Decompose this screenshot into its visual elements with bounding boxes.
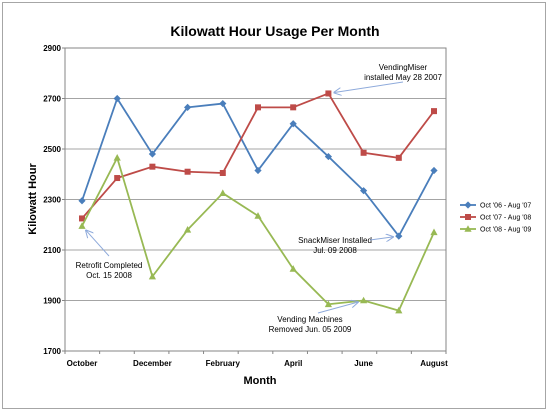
axes: 1700 1900 2100 2300 2500 2700 2900 October Decem… [43, 44, 448, 368]
data-point [113, 154, 121, 161]
data-point [255, 104, 261, 111]
y-axis-title: Kilowatt Hour [27, 163, 39, 235]
x-tick-label: February [206, 359, 241, 368]
data-point [254, 212, 262, 219]
x-tick-label: April [284, 359, 302, 368]
annotation-text: Jul. 09 2008 [313, 246, 357, 255]
series-3 [78, 154, 438, 314]
data-point [78, 197, 86, 205]
data-point [289, 120, 297, 128]
annotation-text: SnackMiser Installed [298, 236, 372, 245]
legend-marker [464, 201, 472, 209]
x-tick-label: August [420, 359, 448, 368]
data-point [184, 168, 191, 175]
data-point [325, 90, 332, 97]
data-point [78, 222, 86, 229]
data-point [289, 265, 297, 272]
gridlines [65, 98, 446, 301]
y-tick-label: 2700 [43, 95, 61, 104]
annotation-text: Retrofit Completed [76, 261, 143, 270]
chart-title: Kilowatt Hour Usage Per Month [170, 23, 379, 39]
data-point [324, 300, 332, 308]
data-point [395, 154, 402, 161]
series-line [81, 156, 435, 312]
series-1 [78, 94, 438, 240]
series-2 [79, 90, 437, 222]
x-tick-label: October [67, 359, 98, 368]
data-point [219, 99, 227, 108]
annotation-text: Oct. 15 2008 [86, 271, 132, 280]
data-point [430, 228, 438, 236]
data-point [324, 152, 332, 161]
legend-entry-1: Oct '06 - Aug '07 [460, 201, 531, 210]
legend-label: Oct '08 - Aug '09 [480, 227, 531, 234]
annotation-text: installed May 28 2007 [364, 73, 442, 82]
y-tick-label: 2300 [43, 196, 61, 205]
y-tick-label: 2100 [43, 246, 61, 255]
legend-entry-3: Oct '08 - Aug '09 [460, 225, 531, 234]
data-point [148, 272, 156, 280]
annotation-text: VendingMiser [379, 63, 428, 72]
data-point [360, 149, 367, 156]
x-tick-label: December [133, 359, 172, 368]
data-point [219, 169, 226, 176]
data-point [184, 226, 192, 233]
y-tick-label: 1900 [43, 297, 61, 306]
data-point [149, 163, 156, 170]
data-point [114, 175, 121, 182]
legend-label: Oct '07 - Aug '08 [480, 215, 531, 222]
annotation-arrow [317, 302, 358, 314]
annotation-text: Vending Machines [277, 315, 342, 324]
annotation-arrow [334, 81, 404, 93]
y-tick-label: 2500 [43, 145, 61, 154]
data-point [219, 189, 227, 196]
x-tick-label: June [354, 359, 373, 368]
data-point [431, 108, 437, 115]
legend: Oct '06 - Aug '07 Oct '07 - Aug '08 Oct '0… [460, 201, 531, 234]
annotation-arrow [86, 230, 110, 257]
y-tick-label: 1700 [43, 347, 61, 356]
data-point [360, 296, 368, 304]
data-point [430, 166, 438, 175]
annotation-arrow [369, 237, 393, 240]
series-lines [78, 90, 438, 314]
annotation-text: Removed Jun. 05 2009 [269, 325, 352, 334]
data-point [148, 150, 156, 158]
data-point [395, 306, 403, 314]
data-point [290, 104, 297, 111]
legend-entry-2: Oct '07 - Aug '08 [460, 214, 531, 222]
legend-label: Oct '06 - Aug '07 [480, 203, 531, 210]
data-point [254, 166, 262, 175]
data-point [79, 215, 85, 222]
y-tick-label: 2900 [43, 44, 61, 53]
legend-marker [465, 214, 471, 220]
data-point [184, 103, 192, 111]
legend-marker [464, 225, 472, 232]
data-point [113, 94, 121, 103]
data-point [395, 232, 403, 240]
data-point [360, 187, 368, 195]
x-axis-title: Month [244, 375, 277, 387]
